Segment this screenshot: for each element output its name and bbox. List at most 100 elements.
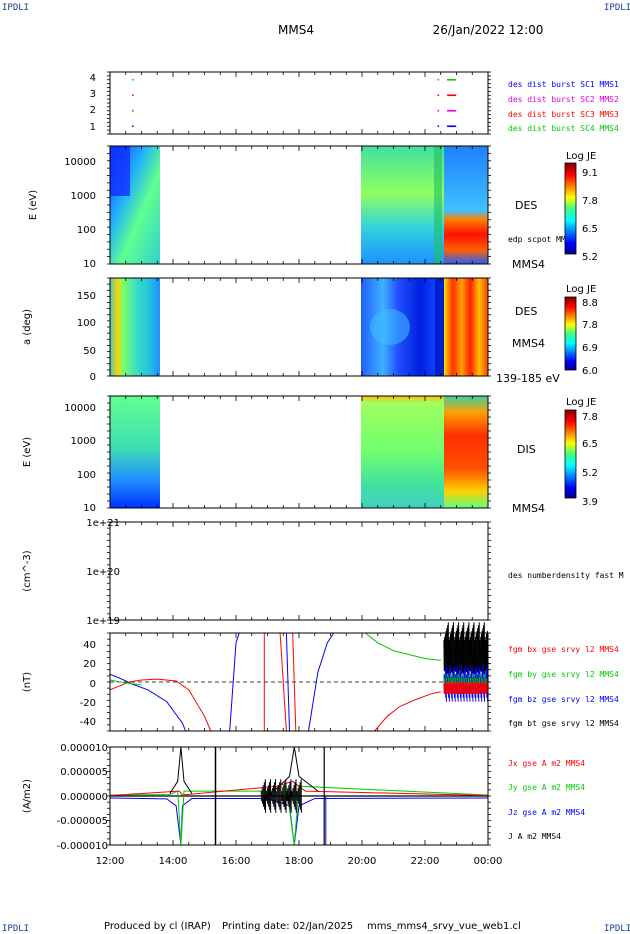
fgm-ytick: 40 bbox=[83, 640, 96, 651]
des-energy-cbar-tick: 9.1 bbox=[582, 168, 598, 179]
density-ytick: 1e+21 bbox=[86, 518, 120, 529]
footer-produced-by: Produced by cl (IRAP) bbox=[104, 921, 211, 932]
corner-label-top-left: IPDLI bbox=[2, 3, 30, 13]
spacecraft-title: MMS4 bbox=[278, 23, 314, 37]
burst-ytick: 1 bbox=[90, 122, 96, 133]
des-pitch-sc-label: MMS4 bbox=[512, 337, 545, 350]
datetime-title: 26/Jan/2022 12:00 bbox=[433, 23, 544, 37]
dis-energy-ytick: 100 bbox=[77, 470, 96, 481]
dis-energy-ylabel: E (eV) bbox=[22, 437, 33, 467]
footer-filename: mms_mms4_srvy_vue_web1.cl bbox=[367, 921, 521, 932]
dis-energy-colorbar-title: Log JE bbox=[566, 397, 596, 408]
current-ytick: 0.000005 bbox=[60, 767, 108, 778]
burst-ytick: 4 bbox=[90, 73, 96, 84]
fgm-bx-line bbox=[109, 678, 212, 732]
x-tick: 14:00 bbox=[159, 856, 188, 867]
panel-density: (cm^-3) 1e+21 1e+20 1e+19 des numberdens… bbox=[22, 518, 624, 627]
des-pitch-cbar-tick: 7.8 bbox=[582, 320, 598, 331]
corner-label-bottom-right: IPDLI bbox=[604, 924, 630, 934]
des-pitch-cbar-tick: 6.0 bbox=[582, 366, 598, 377]
dis-energy-block-3 bbox=[444, 396, 488, 508]
burst-mark bbox=[132, 109, 134, 112]
fgm-by-line bbox=[364, 632, 441, 661]
fgm-by-line bbox=[109, 679, 142, 686]
panel-des-pitch: a (deg) 150 100 50 0 DES MMS4 139-185 eV… bbox=[22, 277, 598, 385]
dis-energy-block-1 bbox=[110, 396, 160, 508]
legend-burst-sc4: des dist burst SC4 MMS4 bbox=[508, 124, 619, 133]
des-pitch-energy-range: 139-185 eV bbox=[496, 372, 560, 385]
corner-label-bottom-left: IPDLI bbox=[2, 924, 30, 934]
legend-fgm-bz: fgm bz gse srvy l2 MMS4 bbox=[508, 695, 619, 704]
fgm-bz-line bbox=[229, 632, 240, 732]
des-pitch-ytick: 100 bbox=[77, 318, 96, 329]
footer-printing-date: Printing date: 02/Jan/2025 bbox=[222, 921, 353, 932]
fgm-bx-line bbox=[279, 632, 287, 732]
legend-jy: Jy gse A m2 MMS4 bbox=[508, 783, 585, 792]
fgm-bz-line bbox=[308, 632, 335, 732]
corner-label-top-right: IPDLI bbox=[604, 3, 630, 13]
des-pitch-ytick: 150 bbox=[77, 291, 96, 302]
burst-mark bbox=[437, 125, 440, 128]
panel-des-energy: E (eV) 10000 1000 100 10 DES edp scpot M… bbox=[28, 145, 598, 271]
x-axis: 12:00 14:00 16:00 18:00 20:00 22:00 00:0… bbox=[96, 856, 503, 867]
burst-mark bbox=[447, 94, 454, 97]
burst-mark bbox=[450, 78, 457, 81]
des-energy-instrument: DES bbox=[515, 199, 537, 212]
des-energy-colorbar-title: Log JE bbox=[566, 151, 596, 162]
legend-fgm-bt: fgm bt gse srvy l2 MMS4 bbox=[508, 719, 619, 728]
legend-burst-sc1: des dist burst SC1 MMS1 bbox=[508, 80, 619, 89]
burst-ytick: 2 bbox=[90, 105, 96, 116]
current-ytick: 0.000010 bbox=[60, 743, 108, 754]
current-jx-line bbox=[109, 780, 489, 796]
x-tick: 22:00 bbox=[411, 856, 440, 867]
des-energy-ytick: 100 bbox=[77, 225, 96, 236]
des-energy-cbar-tick: 6.5 bbox=[582, 224, 598, 235]
burst-mark bbox=[447, 109, 454, 112]
dis-energy-cbar-tick: 5.2 bbox=[582, 468, 598, 479]
dis-energy-colorbar bbox=[564, 409, 577, 499]
fgm-ytick: -40 bbox=[80, 717, 96, 728]
x-tick: 12:00 bbox=[96, 856, 125, 867]
x-tick: 00:00 bbox=[474, 856, 503, 867]
density-ytick: 1e+20 bbox=[86, 567, 120, 578]
fgm-ytick: 20 bbox=[83, 659, 96, 670]
des-energy-ytick: 10000 bbox=[64, 157, 96, 168]
legend-j: J A m2 MMS4 bbox=[508, 832, 561, 841]
current-ytick: 0.000000 bbox=[60, 792, 108, 803]
des-pitch-ylabel: a (deg) bbox=[22, 309, 33, 345]
legend-burst-sc2: des dist burst SC2 MMS2 bbox=[508, 95, 619, 104]
des-energy-colorbar bbox=[564, 162, 577, 255]
burst-mark bbox=[437, 78, 440, 81]
des-energy-sc-label: MMS4 bbox=[512, 258, 545, 271]
dis-energy-ytick: 10 bbox=[83, 503, 96, 514]
burst-mark bbox=[447, 125, 454, 128]
x-tick: 20:00 bbox=[348, 856, 377, 867]
dis-energy-ytick: 1000 bbox=[71, 436, 96, 447]
des-energy-ytick: 10 bbox=[83, 259, 96, 270]
des-energy-cbar-tick: 7.8 bbox=[582, 196, 598, 207]
des-pitch-block-3 bbox=[444, 278, 488, 376]
des-energy-block-3 bbox=[444, 146, 488, 264]
burst-mark bbox=[132, 125, 134, 128]
footer: Produced by cl (IRAP) Printing date: 02/… bbox=[104, 921, 521, 932]
des-pitch-colorbar-title: Log JE bbox=[566, 284, 596, 295]
density-ytick: 1e+19 bbox=[86, 616, 120, 627]
fgm-bx-line bbox=[292, 632, 297, 732]
legend-fgm-bx: fgm bx gse srvy l2 MMS4 bbox=[508, 645, 619, 654]
dis-energy-cbar-tick: 7.8 bbox=[582, 412, 598, 423]
legend-burst-sc3: des dist burst SC3 MMS3 bbox=[508, 110, 619, 119]
fgm-ylabel: (nT) bbox=[22, 672, 33, 692]
burst-mark bbox=[132, 78, 134, 81]
fgm-bx-line bbox=[374, 691, 441, 732]
legend-density: des numberdensity fast M bbox=[508, 571, 624, 580]
des-pitch-ytick: 0 bbox=[90, 372, 96, 383]
des-energy-ylabel: E (eV) bbox=[28, 190, 39, 220]
burst-mark bbox=[437, 109, 440, 112]
burst-ytick: 3 bbox=[90, 89, 96, 100]
dis-energy-ytick: 10000 bbox=[64, 403, 96, 414]
des-pitch-ytick: 50 bbox=[83, 346, 96, 357]
burst-mark bbox=[450, 125, 457, 128]
panel-fgm: (nT) 40 20 0 -20 -40 fgm bx gse srvy l2 … bbox=[22, 622, 619, 732]
current-ytick: -0.000005 bbox=[57, 816, 108, 827]
